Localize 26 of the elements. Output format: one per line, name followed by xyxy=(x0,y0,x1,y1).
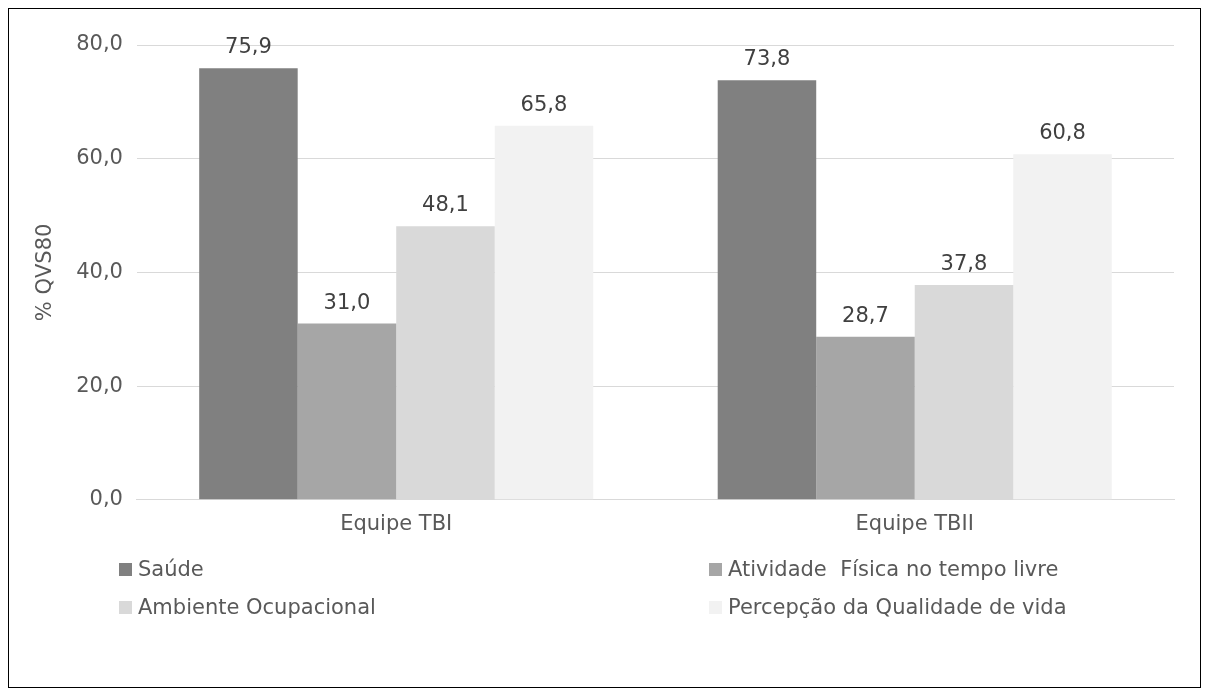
data-label: 65,8 xyxy=(520,91,568,116)
data-label: 60,8 xyxy=(1039,120,1086,145)
y-tick-label: 60,0 xyxy=(76,145,123,170)
bar xyxy=(494,125,594,500)
legend-label: Atividade Física no tempo livre xyxy=(728,557,1059,581)
data-label: 73,8 xyxy=(743,46,791,71)
legend-label: Percepção da Qualidade de vida xyxy=(728,595,1067,619)
legend-label: Saúde xyxy=(138,557,204,581)
x-tick-label: Equipe TBII xyxy=(855,510,974,535)
y-axis-title: % QVS80 xyxy=(32,223,57,322)
y-tick-label: 0,0 xyxy=(89,486,123,511)
bar xyxy=(816,336,915,500)
y-tick-label: 40,0 xyxy=(76,258,123,283)
x-tick-label: Equipe TBI xyxy=(340,510,453,535)
bar xyxy=(199,68,298,500)
data-label: 31,0 xyxy=(323,289,371,314)
data-label: 28,7 xyxy=(842,302,889,327)
bar xyxy=(1013,154,1112,500)
bar xyxy=(717,80,817,500)
data-label: 75,9 xyxy=(225,34,272,59)
bar xyxy=(297,323,397,500)
data-label: 37,8 xyxy=(940,250,988,275)
legend-label: Ambiente Ocupacional xyxy=(138,595,376,619)
y-tick-label: 20,0 xyxy=(76,372,123,397)
y-tick-label: 80,0 xyxy=(76,31,123,56)
data-label: 48,1 xyxy=(422,192,469,217)
